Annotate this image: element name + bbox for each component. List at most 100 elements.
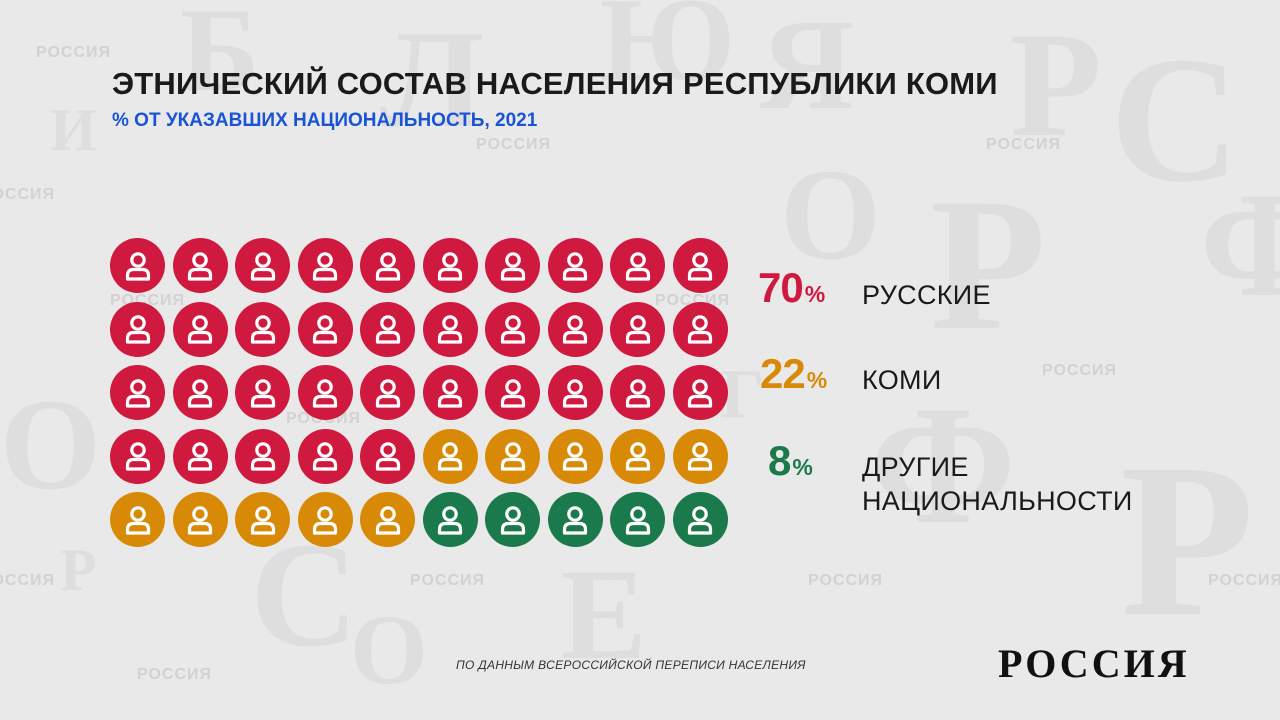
person-icon <box>297 428 353 484</box>
person-icon <box>110 492 165 547</box>
person-silhouette-icon <box>500 251 525 281</box>
watermark-text: РОССИЯ <box>36 44 112 61</box>
person-silhouette-icon <box>125 505 150 535</box>
legend-percent-value: 8 <box>768 437 791 484</box>
person-silhouette-icon <box>375 378 400 408</box>
person-icon <box>297 301 353 357</box>
person-icon <box>360 301 415 357</box>
person-silhouette-icon <box>687 442 713 471</box>
person-icon <box>235 238 290 293</box>
decorative-letter-glyph: И <box>50 97 97 163</box>
person-silhouette-icon <box>625 442 650 471</box>
person-icon <box>610 301 665 357</box>
watermark-text: РОССИЯ <box>986 136 1062 153</box>
person-icon <box>547 238 603 293</box>
watermark-text: РОССИЯ <box>1042 362 1118 379</box>
person-silhouette-icon <box>625 315 650 344</box>
person-icon <box>672 301 728 357</box>
person-icon <box>422 428 478 484</box>
person-icon <box>485 301 540 357</box>
person-silhouette-icon <box>312 315 338 344</box>
legend-label-line: КОМИ <box>862 365 942 395</box>
decorative-letter-glyph: Р <box>930 160 1047 370</box>
chart-title: ЭТНИЧЕСКИЙ СОСТАВ НАСЕЛЕНИЯ РЕСПУБЛИКИ К… <box>112 66 998 101</box>
person-silhouette-icon <box>562 378 588 408</box>
legend-percent-sign: % <box>792 454 813 480</box>
person-icon <box>172 492 228 547</box>
watermark-text: РОССИЯ <box>0 572 56 589</box>
person-silhouette-icon <box>250 442 275 471</box>
person-icon <box>360 365 415 420</box>
person-silhouette-icon <box>187 442 213 471</box>
person-silhouette-icon <box>375 315 400 344</box>
channel-logo: РОССИЯ <box>998 641 1190 686</box>
person-icon <box>235 492 290 547</box>
person-silhouette-icon <box>312 251 338 281</box>
legend-label-line: РУССКИЕ <box>862 280 991 310</box>
person-silhouette-icon <box>500 442 525 471</box>
person-silhouette-icon <box>500 315 525 344</box>
legend-label-komi: КОМИ <box>862 363 942 397</box>
person-silhouette-icon <box>125 378 150 408</box>
person-icon <box>672 365 728 420</box>
person-silhouette-icon <box>437 505 463 535</box>
person-silhouette-icon <box>687 378 713 408</box>
person-icon <box>172 365 228 420</box>
person-icon <box>110 301 165 357</box>
watermark-text: РОССИЯ <box>0 186 56 203</box>
legend-percent-others: 8% <box>768 437 813 485</box>
person-icon <box>110 238 165 293</box>
person-icon <box>610 428 665 484</box>
person-silhouette-icon <box>562 442 588 471</box>
person-silhouette-icon <box>187 315 213 344</box>
person-icon <box>297 492 353 547</box>
legend-percent-value: 70 <box>758 264 804 311</box>
person-icon <box>172 428 228 484</box>
person-silhouette-icon <box>562 251 588 281</box>
decorative-letter-glyph: О <box>0 373 102 517</box>
person-silhouette-icon <box>375 505 400 535</box>
decorative-letter-glyph: Р <box>1120 418 1255 662</box>
person-icon <box>547 492 603 547</box>
decorative-letter-glyph: Ю <box>600 0 736 106</box>
decorative-letter-glyph: О <box>780 143 882 287</box>
person-icon <box>422 365 478 420</box>
watermark-text: РОССИЯ <box>137 666 213 683</box>
watermark-text: РОССИЯ <box>808 572 884 589</box>
person-silhouette-icon <box>250 505 275 535</box>
person-silhouette-icon <box>437 378 463 408</box>
person-icon <box>422 492 478 547</box>
person-icon <box>672 428 728 484</box>
person-silhouette-icon <box>625 251 650 281</box>
person-silhouette-icon <box>250 315 275 344</box>
person-silhouette-icon <box>437 315 463 344</box>
person-icon <box>485 238 540 293</box>
watermark-text: РОССИЯ <box>1208 572 1280 589</box>
person-icon <box>297 365 353 420</box>
person-icon <box>610 365 665 420</box>
person-icon <box>360 428 415 484</box>
person-silhouette-icon <box>312 442 338 471</box>
decorative-letter-glyph: Я <box>760 0 854 137</box>
person-icon <box>360 492 415 547</box>
decorative-letter-glyph: Р <box>60 537 97 603</box>
person-silhouette-icon <box>187 505 213 535</box>
decorative-letter-glyph: Р <box>1010 2 1102 168</box>
person-silhouette-icon <box>125 442 150 471</box>
source-note: ПО ДАННЫМ ВСЕРОССИЙСКОЙ ПЕРЕПИСИ НАСЕЛЕН… <box>456 658 806 672</box>
person-silhouette-icon <box>250 251 275 281</box>
legend-label-line: НАЦИОНАЛЬНОСТИ <box>862 486 1133 516</box>
person-silhouette-icon <box>125 315 150 344</box>
person-silhouette-icon <box>687 505 713 535</box>
person-silhouette-icon <box>312 505 338 535</box>
person-silhouette-icon <box>375 251 400 281</box>
decorative-letter-glyph: О <box>350 594 428 705</box>
person-silhouette-icon <box>562 505 588 535</box>
decorative-letter-glyph: Ф <box>1200 162 1280 328</box>
person-silhouette-icon <box>687 251 713 281</box>
person-silhouette-icon <box>187 378 213 408</box>
person-icon <box>485 365 540 420</box>
person-icon <box>235 428 290 484</box>
legend-label-russians: РУССКИЕ <box>862 278 991 312</box>
decorative-letter-glyph: Ф <box>870 371 1017 559</box>
